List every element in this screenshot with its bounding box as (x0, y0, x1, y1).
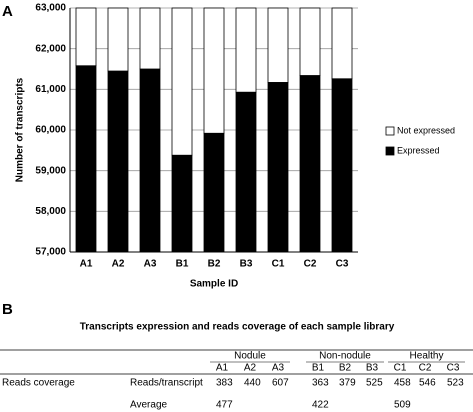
row-sublabel: Reads/transcript (130, 378, 203, 389)
row-sublabel: Average (130, 400, 168, 411)
x-tick-label: A1 (80, 259, 93, 270)
cell: 458 (394, 378, 411, 389)
bar-segment (267, 7, 289, 83)
panel-label: B (2, 301, 13, 318)
x-tick-label: C2 (304, 259, 317, 270)
bar-segment (75, 65, 97, 253)
column-header: C1 (394, 363, 407, 374)
bar-segment (299, 75, 321, 253)
cell: 440 (244, 378, 261, 389)
cell: 383 (216, 378, 233, 389)
column-header: B1 (312, 363, 325, 374)
cell: 523 (447, 378, 464, 389)
cell: 546 (419, 378, 436, 389)
bar-segment (171, 7, 193, 156)
bar-segment (75, 7, 97, 67)
x-tick-label: A2 (112, 259, 125, 270)
column-header: A1 (216, 363, 229, 374)
y-tick-label: 59,000 (35, 165, 66, 176)
legend-swatch (385, 146, 395, 156)
group-header: Non-nodule (319, 351, 371, 362)
x-tick-label: C3 (336, 259, 349, 270)
x-tick-label: B1 (176, 259, 189, 270)
y-axis-label: Number of transcripts (15, 77, 26, 182)
y-tick-label: 61,000 (35, 84, 66, 95)
bar-segment (107, 70, 129, 253)
bar-segment (235, 7, 257, 93)
bar-segment (331, 7, 353, 80)
cell: 363 (312, 378, 329, 389)
panel-label: A (2, 3, 13, 20)
column-header: B2 (339, 363, 352, 374)
column-header: C3 (447, 363, 460, 374)
legend-swatch (385, 126, 395, 136)
y-tick-label: 60,000 (35, 125, 66, 136)
bar-segment (235, 91, 257, 253)
column-header: C2 (419, 363, 432, 374)
bar-segment (203, 132, 225, 253)
group-header: Healthy (410, 351, 444, 362)
y-tick-label: 63,000 (35, 3, 66, 14)
row-label: Reads coverage (2, 378, 75, 389)
y-tick-label: 62,000 (35, 43, 66, 54)
column-header: A3 (272, 363, 285, 374)
legend-label: Expressed (397, 145, 440, 155)
bar-segment (203, 7, 225, 134)
bar-segment (139, 68, 161, 253)
group-header: Nodule (234, 351, 266, 362)
cell: 525 (366, 378, 383, 389)
legend-label: Not expressed (397, 125, 455, 135)
x-tick-label: B2 (208, 259, 221, 270)
bar-segment (299, 7, 321, 76)
y-tick-label: 58,000 (35, 206, 66, 217)
y-tick-label: 57,000 (35, 247, 66, 258)
cell: 509 (394, 400, 411, 411)
cell: 477 (216, 400, 233, 411)
bar-segment (107, 7, 129, 72)
column-header: B3 (366, 363, 379, 374)
cell: 379 (339, 378, 356, 389)
cell: 607 (272, 378, 289, 389)
bar-segment (171, 154, 193, 253)
table-title: Transcripts expression and reads coverag… (80, 322, 395, 333)
column-header: A2 (244, 363, 257, 374)
x-tick-label: B3 (240, 259, 253, 270)
x-tick-label: A3 (144, 259, 157, 270)
bar-segment (331, 78, 353, 253)
cell: 422 (312, 400, 329, 411)
x-tick-label: C1 (272, 259, 285, 270)
x-axis-label: Sample ID (190, 279, 238, 290)
bar-segment (139, 7, 161, 70)
bar-segment (267, 82, 289, 253)
